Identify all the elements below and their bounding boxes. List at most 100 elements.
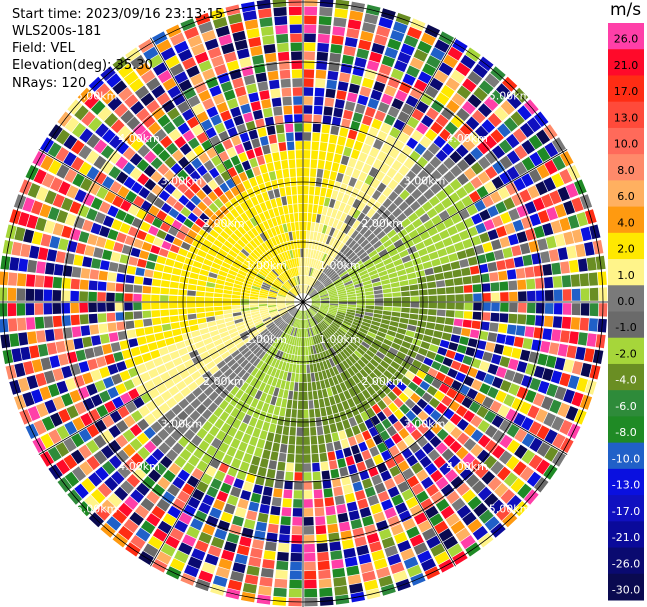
range-gate: [311, 297, 320, 301]
range-gate: [320, 274, 327, 282]
range-gate: [376, 389, 387, 399]
range-gate: [517, 279, 527, 290]
range-gate: [307, 328, 311, 337]
range-gate: [503, 394, 516, 407]
range-gate: [333, 486, 344, 497]
range-gate: [334, 240, 342, 250]
range-gate: [361, 400, 371, 410]
range-gate: [447, 543, 463, 558]
colorbar-tick-label: 6.0: [617, 190, 635, 203]
range-gate: [397, 365, 408, 375]
range-gate: [371, 403, 382, 414]
range-gate: [566, 345, 577, 359]
range-gate: [342, 235, 350, 244]
range-gate: [410, 290, 419, 296]
range-gate: [383, 224, 393, 234]
range-gate: [323, 319, 331, 326]
range-gate: [304, 275, 306, 285]
range-gate: [372, 159, 383, 170]
range-gate: [348, 329, 357, 336]
range-gate: [326, 79, 337, 90]
range-gate: [411, 483, 424, 496]
range-gate: [337, 81, 349, 92]
range-gate: [324, 317, 332, 325]
range-gate: [410, 296, 419, 302]
range-gate: [312, 132, 320, 142]
range-gate: [463, 153, 477, 166]
range-gate: [374, 110, 386, 122]
range-gate: [343, 547, 356, 559]
range-gate: [325, 188, 333, 198]
range-gate: [484, 73, 500, 88]
range-gate: [397, 269, 407, 276]
range-gate: [569, 331, 579, 345]
range-gate: [416, 122, 429, 135]
range-gate: [340, 63, 353, 74]
range-gate: [329, 396, 336, 406]
range-gate: [490, 90, 505, 105]
range-gate: [315, 69, 327, 79]
range-gate: [303, 266, 305, 276]
range-gate: [478, 80, 494, 95]
range-gate: [579, 273, 589, 287]
range-gate: [306, 310, 310, 319]
range-gate: [392, 386, 403, 397]
range-gate: [350, 149, 360, 160]
range-gate: [337, 136, 347, 146]
range-gate: [343, 260, 352, 268]
range-gate: [399, 189, 410, 201]
range-gate: [506, 166, 520, 180]
range-gate: [537, 238, 548, 251]
range-gate: [390, 282, 400, 288]
range-gate: [351, 168, 361, 179]
range-gate: [450, 233, 462, 244]
range-gate: [512, 461, 527, 476]
range-gate: [317, 353, 322, 362]
range-gate: [316, 214, 322, 223]
range-gate: [368, 249, 378, 258]
range-gate: [527, 405, 540, 419]
range-gate: [332, 375, 339, 385]
colorbar-tick-label: 17.0: [614, 85, 639, 98]
range-gate: [365, 298, 375, 302]
range-gate: [484, 410, 497, 423]
range-gate: [447, 368, 458, 379]
range-gate: [495, 390, 507, 403]
range-gate: [311, 303, 321, 305]
range-gate: [310, 318, 315, 326]
range-gate: [363, 229, 372, 239]
range-gate: [373, 257, 383, 265]
range-gate: [346, 28, 360, 39]
range-gate: [363, 365, 372, 375]
range-gate: [397, 460, 410, 472]
range-gate: [373, 139, 384, 150]
range-gate: [338, 299, 348, 302]
range-gate: [345, 166, 354, 177]
range-gate: [339, 212, 348, 222]
range-gate: [427, 315, 437, 323]
range-gate: [331, 162, 340, 172]
range-gate: [369, 222, 379, 232]
range-gate: [314, 241, 319, 250]
range-gate: [489, 272, 499, 282]
range-gate: [338, 307, 347, 311]
range-gate: [570, 317, 580, 330]
range-gate: [338, 305, 347, 309]
range-gate: [403, 434, 415, 447]
range-gate: [325, 235, 332, 245]
range-gate: [401, 307, 410, 313]
range-gate: [348, 206, 357, 217]
range-gate: [490, 499, 505, 514]
range-gate: [393, 184, 405, 195]
range-gate: [352, 198, 361, 209]
colorbar-tick-label: -1.0: [615, 321, 636, 334]
range-gate: [430, 182, 442, 195]
range-gate: [345, 455, 355, 466]
range-gate: [475, 125, 489, 140]
range-gate: [365, 294, 375, 299]
range-gate: [333, 107, 344, 118]
range-gate: [349, 583, 364, 594]
range-gate: [512, 372, 524, 385]
range-gate: [449, 150, 462, 164]
